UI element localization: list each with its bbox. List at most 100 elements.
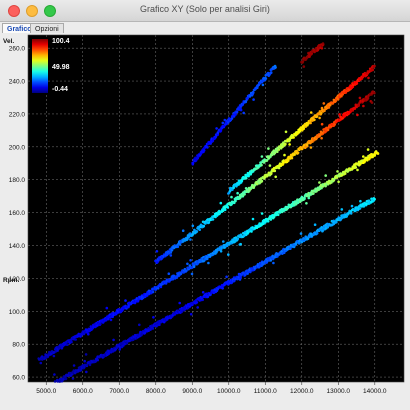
- scatter-series: [154, 90, 376, 264]
- data-point: [189, 238, 192, 241]
- data-point: [85, 370, 88, 374]
- data-point: [214, 135, 217, 139]
- data-point: [201, 291, 205, 294]
- data-point: [221, 121, 225, 125]
- data-point: [320, 111, 323, 115]
- data-point: [72, 364, 76, 367]
- y-tick-label: 60.0: [12, 375, 25, 382]
- data-point: [207, 261, 210, 265]
- data-point: [255, 86, 259, 89]
- y-axis-label: Vel.: [3, 38, 14, 45]
- y-tick-label: 220.0: [9, 111, 26, 118]
- data-point: [324, 184, 327, 188]
- data-point: [88, 363, 92, 367]
- data-point: [335, 220, 338, 224]
- data-point: [325, 126, 328, 130]
- data-point: [221, 287, 224, 290]
- data-point: [71, 377, 75, 380]
- data-point: [145, 294, 149, 297]
- data-point: [158, 323, 161, 327]
- data-point: [64, 377, 67, 381]
- data-point: [105, 317, 108, 321]
- data-point: [115, 346, 119, 350]
- data-point: [343, 172, 347, 175]
- tab-opzioni[interactable]: Opzioni: [30, 23, 64, 34]
- data-point: [341, 93, 345, 96]
- data-point: [230, 195, 233, 199]
- data-point: [333, 123, 337, 126]
- data-point: [112, 338, 115, 342]
- data-point: [283, 153, 286, 157]
- data-point: [273, 169, 277, 173]
- data-point: [356, 168, 359, 172]
- data-point: [223, 208, 227, 212]
- data-point: [236, 191, 239, 195]
- x-tick-label: 11000.0: [254, 388, 277, 395]
- data-point: [169, 251, 173, 254]
- data-point: [284, 142, 287, 146]
- data-point: [356, 113, 359, 117]
- data-point: [302, 65, 306, 68]
- data-point: [277, 148, 281, 151]
- data-point: [363, 159, 367, 162]
- data-point: [96, 358, 99, 362]
- data-point: [66, 343, 69, 347]
- data-point: [191, 303, 194, 307]
- data-point: [152, 316, 155, 319]
- data-point: [260, 179, 264, 183]
- data-point: [53, 380, 57, 383]
- data-point: [270, 171, 273, 175]
- data-point: [176, 245, 180, 249]
- data-point: [320, 136, 323, 140]
- data-point: [181, 229, 185, 232]
- data-point: [338, 113, 341, 116]
- data-point: [230, 281, 233, 284]
- data-point: [340, 94, 343, 98]
- data-point: [207, 221, 211, 224]
- data-point: [52, 354, 56, 358]
- data-point: [211, 218, 215, 221]
- data-point: [249, 270, 252, 274]
- data-point: [151, 327, 155, 330]
- maximize-window-button[interactable]: [44, 5, 56, 17]
- chart-panel: 5000.0 6000.0 7000.0 8000.0 9000.0 10000.0 110…: [0, 33, 410, 410]
- data-point: [99, 322, 102, 326]
- data-point: [318, 181, 321, 184]
- data-point: [239, 276, 242, 279]
- data-point: [353, 107, 357, 110]
- scatter-series: [300, 42, 325, 68]
- plot-border: [27, 34, 405, 383]
- data-point: [225, 244, 229, 247]
- x-tick-label: 6000.0: [73, 388, 93, 395]
- data-point: [349, 212, 353, 215]
- data-point: [309, 121, 312, 125]
- data-point: [298, 242, 301, 245]
- data-point: [105, 306, 109, 310]
- data-point: [178, 301, 181, 305]
- close-window-button[interactable]: [8, 5, 20, 17]
- data-point: [53, 373, 56, 376]
- data-point: [366, 148, 370, 151]
- data-point: [234, 199, 237, 203]
- data-point: [312, 192, 315, 195]
- minimize-window-button[interactable]: [26, 5, 38, 17]
- data-point: [215, 127, 218, 130]
- data-point: [323, 109, 326, 112]
- data-point: [234, 113, 237, 116]
- data-point: [258, 265, 261, 268]
- data-point: [261, 83, 265, 87]
- data-point: [124, 299, 127, 302]
- data-point: [320, 106, 324, 110]
- y-tick-label: 260.0: [9, 46, 26, 53]
- data-point: [206, 146, 209, 149]
- data-point: [206, 257, 209, 261]
- data-point: [321, 42, 325, 45]
- data-point: [340, 208, 344, 211]
- data-point: [244, 187, 248, 190]
- data-point: [320, 47, 324, 50]
- data-point: [320, 186, 323, 190]
- color-scale-bar: [32, 39, 48, 93]
- data-point: [336, 170, 339, 173]
- data-point: [362, 155, 365, 158]
